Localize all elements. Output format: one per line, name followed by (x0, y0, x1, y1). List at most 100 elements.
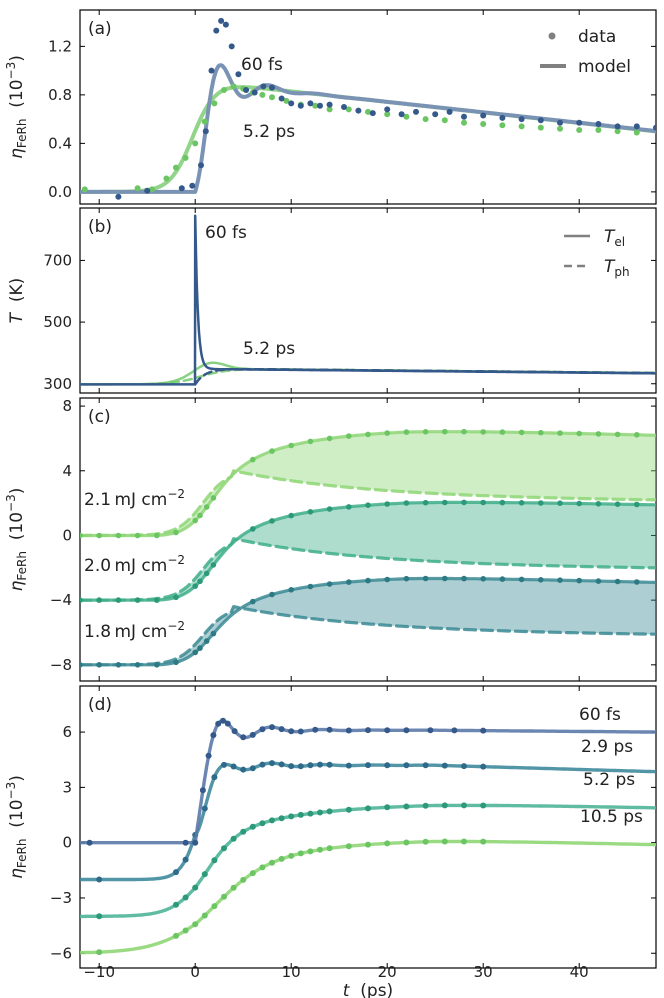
data-point (192, 583, 198, 589)
y-tick-label: −6 (50, 944, 72, 962)
x-label-unit: (ps) (360, 981, 393, 998)
data-point (480, 429, 487, 435)
data-point (221, 761, 227, 768)
data-point (345, 843, 352, 850)
annotation-5.2ps: 5.2 ps (243, 339, 295, 359)
data-point (259, 726, 266, 733)
x-tick-label: 10 (282, 963, 301, 981)
data-point (192, 649, 198, 656)
data-point (182, 927, 189, 934)
data-point (633, 129, 640, 136)
data-point (307, 509, 314, 515)
data-point (326, 845, 333, 852)
data-point (240, 828, 247, 835)
data-point (210, 562, 217, 568)
data-point (446, 108, 453, 115)
data-point (288, 587, 295, 593)
data-point (115, 597, 122, 603)
data-point (499, 499, 506, 506)
y-label-symbol: η (7, 580, 27, 591)
data-point (288, 852, 295, 859)
data-point (197, 578, 203, 585)
data-point (461, 838, 467, 845)
data-point (403, 727, 410, 734)
data-point (201, 805, 208, 812)
y-label-exponent: −3 (4, 782, 18, 800)
data-point (269, 84, 275, 91)
data-point (384, 111, 391, 118)
data-point (384, 430, 391, 436)
data-point (557, 125, 563, 132)
data-point (115, 662, 122, 668)
data-point (480, 838, 487, 845)
y-label-unit: (10 (7, 799, 27, 827)
data-point (499, 122, 506, 129)
fluence-unit: mJ cm (114, 490, 167, 510)
data-point (297, 102, 304, 109)
data-point (384, 762, 391, 769)
fill-region (80, 431, 656, 536)
series-line-2.9ps (80, 761, 656, 882)
y-axis-label: T (K) (7, 278, 27, 324)
Tph-60fs (193, 367, 656, 386)
data-point (576, 119, 583, 126)
data-point (203, 504, 210, 510)
data-point (134, 597, 141, 603)
data-point (369, 110, 376, 117)
y-tick-label: 1.2 (48, 37, 72, 55)
panel-d-frame (79, 685, 657, 969)
panel-d-plot (80, 717, 656, 956)
data-point (228, 43, 235, 50)
fluence-unit: mJ cm (114, 622, 167, 642)
data-point (278, 815, 285, 822)
y-axis-label: ηFeRh (10−3) (4, 488, 29, 592)
data-point (422, 499, 429, 506)
data-point (278, 761, 285, 768)
y-label-exponent: −3 (4, 62, 18, 80)
y-axis-label: ηFeRh (10−3) (4, 775, 29, 879)
y-label-unit: (10 (7, 79, 27, 107)
data-point (288, 763, 295, 770)
data-point (182, 839, 189, 846)
data-point (442, 428, 448, 435)
x-label-symbol: t (343, 981, 351, 998)
data-point (178, 185, 185, 192)
data-point (211, 774, 218, 781)
data-point (230, 763, 237, 770)
data-point (461, 763, 467, 770)
panel-a-frame (79, 9, 657, 205)
data-point (182, 894, 189, 901)
fluence-unit: mJ cm (114, 556, 167, 576)
data-point (297, 763, 304, 770)
data-point (557, 119, 563, 126)
data-point (518, 576, 525, 583)
x-tick-label: 0 (190, 963, 200, 981)
phonon-curve (80, 469, 656, 538)
y-label-close: ) (7, 55, 27, 62)
data-point (365, 805, 371, 812)
data-point (231, 728, 238, 735)
data-point (240, 876, 247, 883)
data-point (384, 501, 391, 507)
panel-c-frame (79, 397, 657, 682)
data-point (249, 870, 256, 877)
data-point (307, 100, 314, 107)
y-label-subscript: FeRh (15, 551, 29, 581)
data-point (205, 752, 212, 759)
data-point (345, 727, 352, 734)
panel-b-axes: 300 500 700 (b) T (K) (7, 207, 657, 394)
data-point (230, 83, 237, 90)
data-point (441, 838, 448, 845)
data-point (614, 578, 621, 585)
data-point (307, 583, 314, 590)
data-point (173, 659, 179, 666)
data-point (269, 760, 275, 767)
data-point (307, 438, 314, 445)
data-point (355, 107, 362, 114)
data-point (251, 89, 258, 96)
x-tick-label: 20 (378, 963, 397, 981)
data-point (341, 104, 347, 110)
data-point (499, 429, 506, 435)
panel-a-axes: 0.0 0.4 0.8 1.2 (a) ηFeRh (10−3) (4, 9, 657, 205)
